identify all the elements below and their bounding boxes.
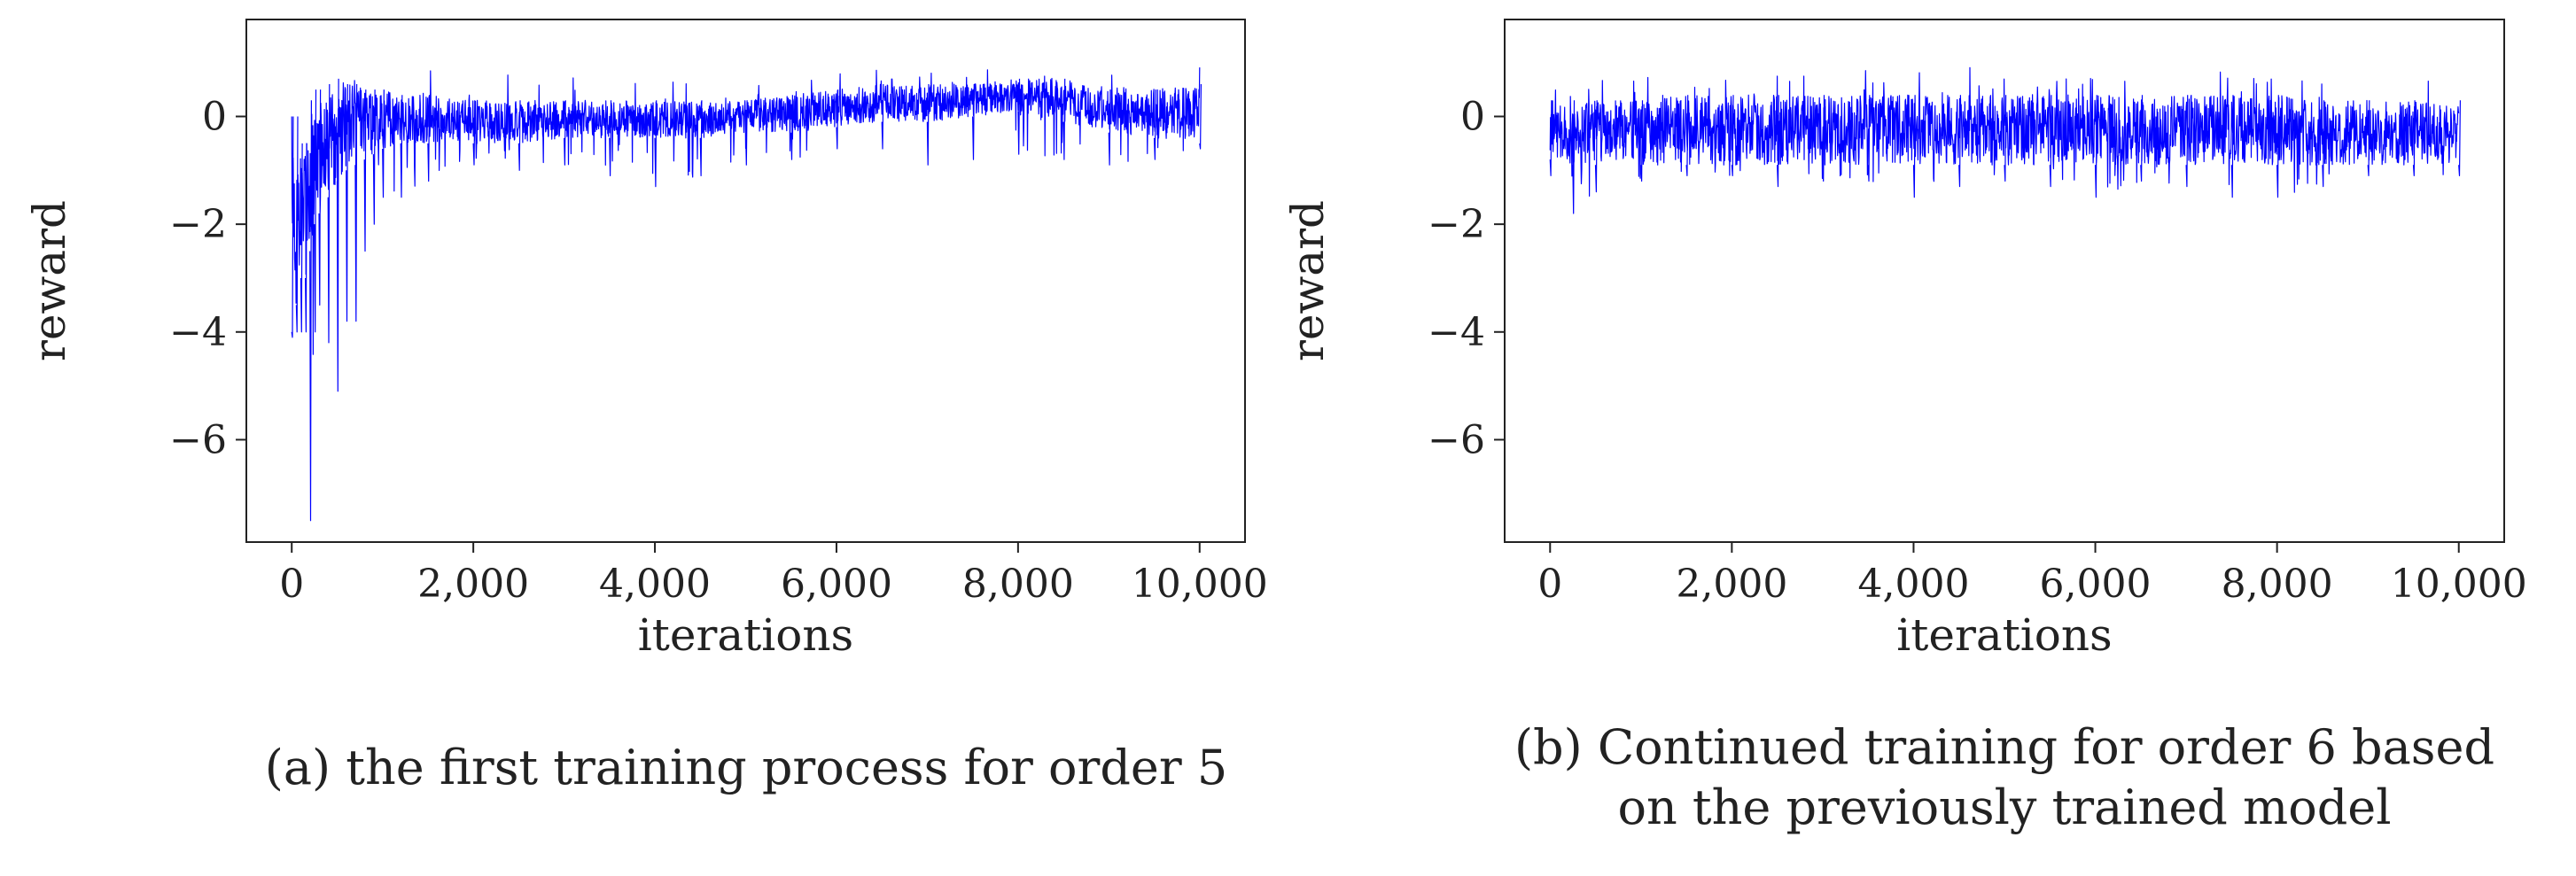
chart-panel-a: 0 −2 −4 −6 0 2,000 4,000 6,000 8,000 10,000 iterat…: [24, 19, 1268, 795]
x-tick-label: 0: [279, 562, 304, 607]
x-tick-label: 0: [1537, 562, 1562, 607]
y-tick-label: −4: [169, 310, 227, 355]
panel-caption: (b) Continued training for order 6 based: [1514, 719, 2494, 775]
x-tick-label: 10,000: [1132, 562, 1268, 607]
y-tick-label: 0: [202, 94, 227, 139]
y-axis-label: reward: [24, 200, 75, 361]
y-tick-label: −2: [169, 202, 227, 247]
plot-frame: [245, 19, 1246, 543]
y-tick-label: 0: [1460, 94, 1485, 139]
chart-panel-b: 0 −2 −4 −6 0 2,000 4,000 6,000 8,000 10,000 iterat…: [1282, 19, 2527, 835]
panel-caption: on the previously trained model: [1617, 779, 2391, 835]
x-tick-label: 10,000: [2391, 562, 2527, 607]
x-tick-label: 2,000: [417, 562, 529, 607]
x-tick-label: 8,000: [962, 562, 1074, 607]
x-tick-label: 6,000: [2040, 562, 2152, 607]
x-tick-label: 2,000: [1676, 562, 1787, 607]
y-tick-label: −4: [1428, 310, 1485, 355]
x-axis-label: iterations: [1896, 609, 2112, 661]
x-tick-label: 8,000: [2222, 562, 2333, 607]
panel-caption: (a) the first training process for order…: [265, 740, 1227, 795]
x-tick-label: 4,000: [1857, 562, 1969, 607]
series-line-reward: [1549, 66, 2461, 214]
plot-frame: [1504, 19, 2505, 543]
series-line-reward: [291, 67, 1202, 522]
y-tick-label: −2: [1428, 202, 1485, 247]
x-axis-label: iterations: [638, 609, 853, 661]
x-tick-label: 6,000: [781, 562, 892, 607]
y-tick-label: −6: [169, 417, 227, 462]
x-tick-label: 4,000: [599, 562, 711, 607]
y-tick-label: −6: [1428, 417, 1485, 462]
y-axis-label: reward: [1282, 200, 1334, 361]
